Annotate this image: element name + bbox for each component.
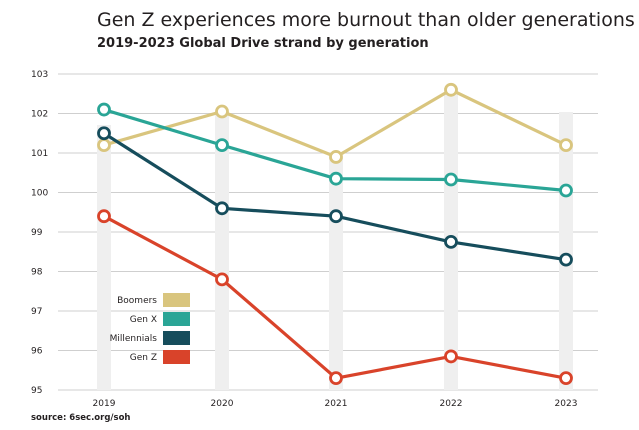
y-tick-label: 95 bbox=[31, 386, 42, 396]
data-point-boomers bbox=[215, 104, 229, 119]
data-point-boomers bbox=[559, 138, 573, 153]
legend-swatch-millennials bbox=[163, 331, 190, 345]
legend-label-gen-x: Gen X bbox=[130, 315, 157, 325]
year-column bbox=[559, 112, 573, 390]
y-axis-ticks: 95 96 97 98 99 100 101 102 103 bbox=[31, 70, 48, 396]
data-point-millennials bbox=[329, 209, 343, 224]
data-point-gen-z bbox=[559, 371, 573, 386]
data-point-gen-x bbox=[97, 102, 111, 117]
gridlines bbox=[58, 73, 598, 391]
data-point-gen-z bbox=[215, 272, 229, 287]
legend-label-millennials: Millennials bbox=[110, 334, 158, 344]
legend-swatch-boomers bbox=[163, 293, 190, 307]
chart-source: source: 6sec.org/soh bbox=[31, 413, 130, 423]
y-tick-label: 100 bbox=[31, 189, 48, 199]
data-point-boomers bbox=[444, 82, 458, 97]
legend-label-boomers: Boomers bbox=[117, 296, 157, 306]
x-tick-label: 2020 bbox=[211, 399, 234, 409]
chart-subtitle: 2019-2023 Global Drive strand by generat… bbox=[97, 36, 429, 51]
data-point-millennials bbox=[444, 234, 458, 249]
x-tick-label: 2023 bbox=[555, 399, 578, 409]
data-point-gen-z bbox=[329, 371, 343, 386]
year-column bbox=[97, 125, 111, 390]
data-point-millennials bbox=[559, 252, 573, 267]
chart-title: Gen Z experiences more burnout than olde… bbox=[97, 9, 635, 31]
legend-label-gen-z: Gen Z bbox=[130, 353, 157, 363]
x-axis-ticks: 2019 2020 2021 2022 2023 bbox=[93, 399, 578, 409]
year-column bbox=[329, 158, 343, 390]
x-tick-label: 2021 bbox=[325, 399, 348, 409]
data-point-gen-x bbox=[215, 138, 229, 153]
legend-swatch-gen-x bbox=[163, 312, 190, 326]
data-point-millennials bbox=[215, 201, 229, 216]
y-tick-label: 102 bbox=[31, 110, 48, 120]
x-tick-label: 2022 bbox=[440, 399, 463, 409]
year-column bbox=[215, 112, 229, 390]
series-line-boomers bbox=[103, 88, 567, 159]
data-point-gen-z bbox=[444, 349, 458, 364]
y-tick-label: 98 bbox=[31, 268, 43, 278]
data-point-boomers bbox=[97, 138, 111, 153]
y-tick-label: 99 bbox=[31, 228, 43, 238]
y-tick-label: 97 bbox=[31, 307, 42, 317]
legend-swatch-gen-z bbox=[163, 350, 190, 364]
y-tick-label: 101 bbox=[31, 149, 48, 159]
series-lines bbox=[97, 82, 573, 386]
y-tick-label: 103 bbox=[31, 70, 48, 80]
data-point-millennials bbox=[97, 126, 111, 141]
data-point-gen-z bbox=[97, 209, 111, 224]
data-point-gen-x bbox=[559, 183, 573, 198]
x-tick-label: 2019 bbox=[93, 399, 116, 409]
data-point-boomers bbox=[329, 150, 343, 164]
legend: Boomers Gen X Millennials Gen Z bbox=[110, 293, 190, 364]
data-point-gen-x bbox=[444, 172, 458, 187]
data-point-gen-x bbox=[329, 171, 343, 186]
y-tick-label: 96 bbox=[31, 347, 43, 357]
